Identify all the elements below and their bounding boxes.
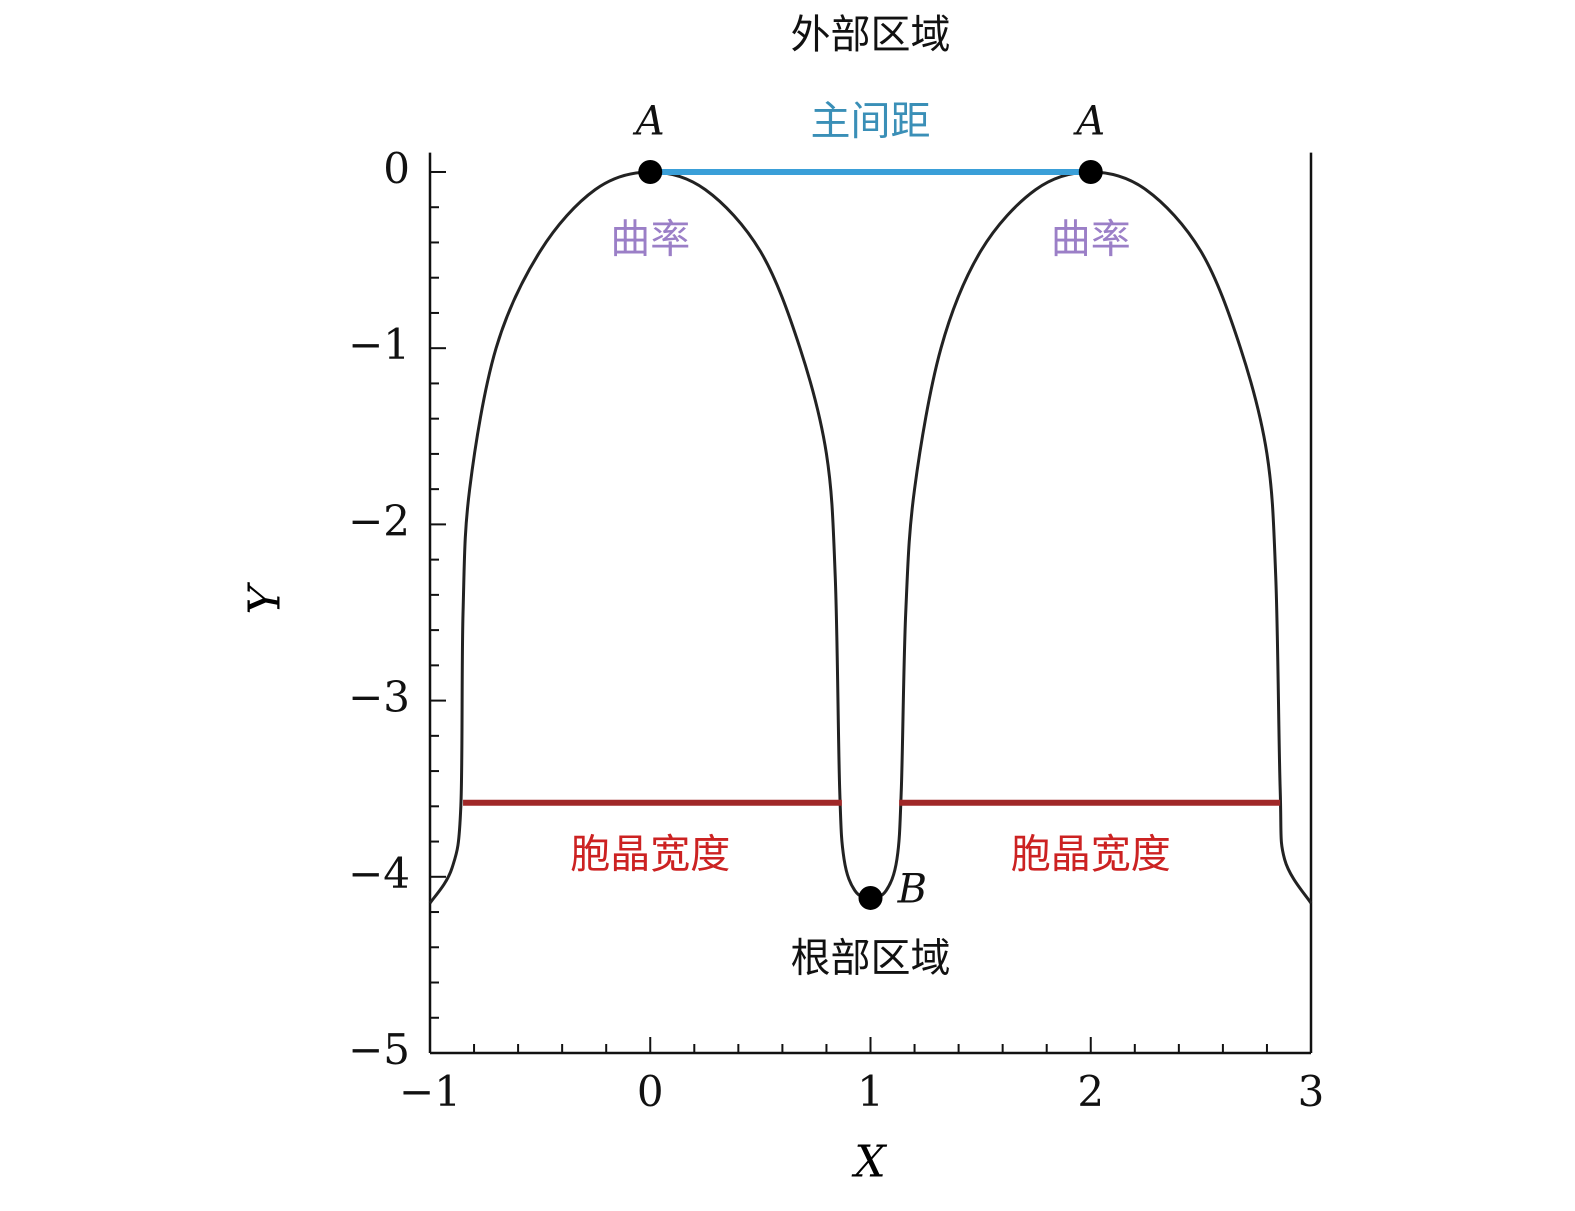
annotation: 曲率 bbox=[610, 216, 690, 262]
y-tick-label: −3 bbox=[348, 673, 410, 722]
annotation: B bbox=[897, 867, 927, 913]
x-tick-label: −1 bbox=[399, 1067, 461, 1116]
annotation: A bbox=[632, 98, 665, 144]
point-marker bbox=[858, 885, 883, 910]
point-marker bbox=[638, 159, 663, 184]
x-axis-label: X bbox=[851, 1137, 887, 1188]
x-tick-label: 0 bbox=[637, 1067, 664, 1116]
x-tick-label: 2 bbox=[1077, 1067, 1104, 1116]
y-axis-label: Y bbox=[240, 582, 291, 615]
x-tick-label: 3 bbox=[1298, 1067, 1325, 1116]
y-tick-label: −1 bbox=[348, 320, 410, 369]
y-tick-label: −2 bbox=[348, 496, 410, 545]
annotation: 外部区域 bbox=[791, 12, 951, 58]
annotation: 曲率 bbox=[1051, 216, 1131, 262]
interface-curve bbox=[428, 170, 1313, 905]
x-tick-label: 1 bbox=[857, 1067, 884, 1116]
annotation: 胞晶宽度 bbox=[570, 831, 730, 877]
annotation: 根部区域 bbox=[791, 935, 951, 981]
y-tick-label: 0 bbox=[383, 144, 410, 193]
annotation: A bbox=[1072, 98, 1105, 144]
annotation: 胞晶宽度 bbox=[1011, 831, 1171, 877]
point-marker bbox=[1078, 159, 1103, 184]
annotation: 主间距 bbox=[811, 98, 931, 144]
y-tick-label: −5 bbox=[348, 1025, 410, 1074]
y-tick-label: −4 bbox=[348, 849, 410, 898]
